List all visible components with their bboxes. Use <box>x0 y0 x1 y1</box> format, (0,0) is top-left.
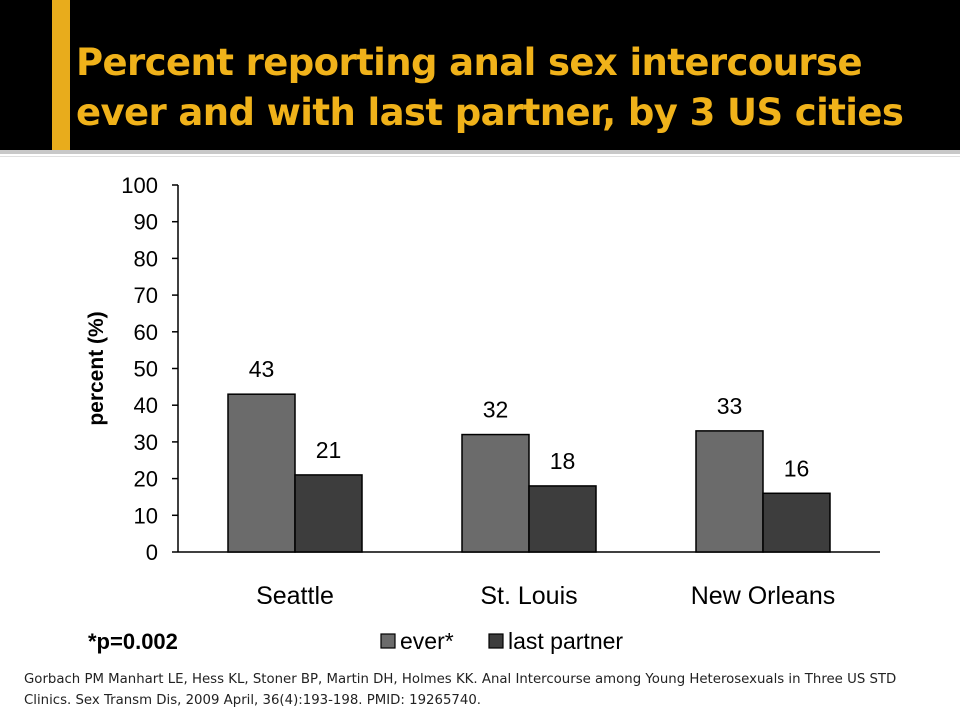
y-tick-label: 100 <box>121 173 158 198</box>
legend-swatch-last-partner <box>488 633 504 649</box>
y-tick-label: 30 <box>134 430 158 455</box>
slide-title: Percent reporting anal sex intercourse e… <box>76 41 904 134</box>
y-tick-label: 10 <box>134 503 158 528</box>
bar-ever <box>695 430 764 553</box>
footnote: *p=0.002 <box>88 629 178 654</box>
y-tick-label: 80 <box>134 246 158 271</box>
legend-label: ever* <box>400 628 454 654</box>
legend-label: last partner <box>508 628 623 654</box>
data-label: 16 <box>784 455 810 481</box>
bar-last-partner <box>528 485 597 553</box>
data-label: 18 <box>550 448 576 474</box>
y-tick-label: 20 <box>134 467 158 492</box>
bar-ever <box>461 433 530 553</box>
title-header: Percent reporting anal sex intercourse e… <box>0 0 960 150</box>
y-tick-label: 0 <box>146 540 158 565</box>
y-tick-label: 90 <box>134 210 158 235</box>
bar-last-partner <box>762 492 831 553</box>
legend-swatch-ever <box>380 633 396 649</box>
header-divider <box>0 150 960 154</box>
y-tick-label: 40 <box>134 393 158 418</box>
x-tick-label: New Orleans <box>691 582 836 610</box>
accent-bar <box>52 0 70 150</box>
bar-ever <box>227 393 296 553</box>
bar-last-partner <box>294 474 363 553</box>
y-axis-title: percent (%) <box>85 311 108 425</box>
data-label: 21 <box>316 437 342 463</box>
header-divider-thin <box>0 156 960 157</box>
x-tick-label: Seattle <box>256 582 334 610</box>
data-label: 32 <box>483 397 509 423</box>
y-tick-label: 50 <box>134 357 158 382</box>
data-label: 33 <box>717 393 743 419</box>
data-label: 43 <box>249 356 275 382</box>
x-tick-label: St. Louis <box>480 582 577 610</box>
y-tick-label: 60 <box>134 320 158 345</box>
y-tick-label: 70 <box>134 283 158 308</box>
citation-text: Gorbach PM Manhart LE, Hess KL, Stoner B… <box>24 672 897 708</box>
bar-chart: 0 10 20 30 40 50 60 70 80 90 100 percent (%) 43 21 Sea… <box>85 173 880 654</box>
